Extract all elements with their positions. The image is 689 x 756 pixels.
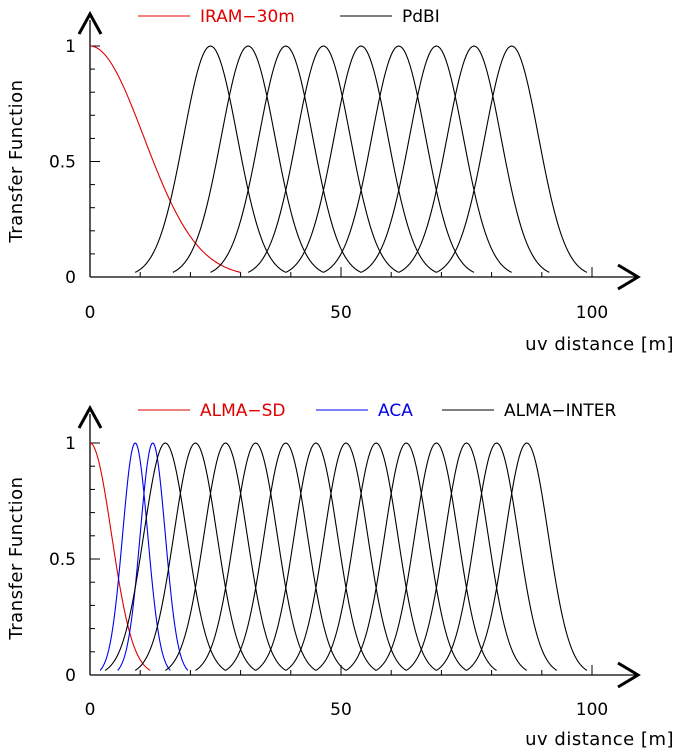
series-line bbox=[134, 442, 256, 671]
series-line bbox=[225, 442, 347, 671]
series-line bbox=[375, 442, 497, 671]
y-axis-arrow-icon bbox=[77, 10, 103, 35]
x-axis-arrow-icon bbox=[617, 263, 641, 291]
series-line bbox=[360, 45, 512, 273]
y-tick-label: 0.5 bbox=[49, 550, 76, 570]
chart-panel-1: 0 50 100 0 0.5 1 uv distance [m] Transfer Funct… bbox=[6, 7, 674, 355]
series-line bbox=[255, 442, 377, 671]
x-tick-label: 50 bbox=[330, 303, 352, 323]
chart-panel-2: 0 50 100 0 0.5 1 uv distance [m] Transfer Funct… bbox=[6, 401, 674, 750]
series-line bbox=[210, 45, 362, 273]
x-axis-label: uv distance [m] bbox=[525, 729, 674, 750]
y-tick-label: 0 bbox=[65, 666, 76, 686]
series-line bbox=[285, 45, 437, 273]
series-line bbox=[323, 45, 475, 273]
series-line bbox=[99, 442, 171, 671]
y-tick-label: 0 bbox=[65, 268, 76, 288]
series-1 bbox=[89, 442, 151, 671]
y-axis-label: Transfer Function bbox=[6, 476, 27, 640]
series-line bbox=[405, 442, 528, 671]
series-line bbox=[285, 442, 407, 671]
series-line bbox=[89, 45, 241, 273]
series-line bbox=[134, 45, 287, 273]
legend-label: ALMA−SD bbox=[200, 401, 286, 421]
legend-label: IRAM−30m bbox=[200, 7, 295, 27]
series-3 bbox=[104, 442, 588, 671]
series-line bbox=[89, 442, 151, 671]
series-line bbox=[315, 442, 437, 671]
x-tick-label: 100 bbox=[576, 303, 608, 323]
x-axis-label: uv distance [m] bbox=[525, 334, 674, 355]
x-tick-label: 50 bbox=[330, 700, 352, 720]
legend-label: ACA bbox=[378, 401, 413, 421]
series-1 bbox=[89, 45, 241, 273]
series-line bbox=[117, 442, 189, 671]
y-tick-label: 1 bbox=[65, 434, 76, 454]
x-axis-arrow-icon bbox=[617, 661, 641, 689]
y-axis-arrow-icon bbox=[77, 404, 103, 429]
legend-label: PdBI bbox=[402, 7, 440, 27]
series-line bbox=[195, 442, 317, 671]
series-2 bbox=[99, 442, 189, 671]
x-tick-label: 0 bbox=[85, 303, 96, 323]
x-tick-label: 0 bbox=[85, 700, 96, 720]
x-tick-label: 100 bbox=[576, 700, 608, 720]
series-line bbox=[247, 45, 399, 273]
series-line bbox=[436, 442, 558, 671]
series-line bbox=[436, 45, 588, 273]
series-2 bbox=[134, 45, 588, 273]
y-tick-label: 1 bbox=[65, 37, 76, 57]
series-line bbox=[466, 442, 588, 671]
legend-label: ALMA−INTER bbox=[504, 401, 616, 421]
series-line bbox=[345, 442, 467, 671]
series-line bbox=[172, 45, 324, 273]
series-line bbox=[164, 442, 287, 671]
y-axis-label: Transfer Function bbox=[6, 79, 27, 243]
series-line bbox=[398, 45, 550, 273]
series-line bbox=[104, 442, 226, 671]
y-tick-label: 0.5 bbox=[49, 153, 76, 173]
